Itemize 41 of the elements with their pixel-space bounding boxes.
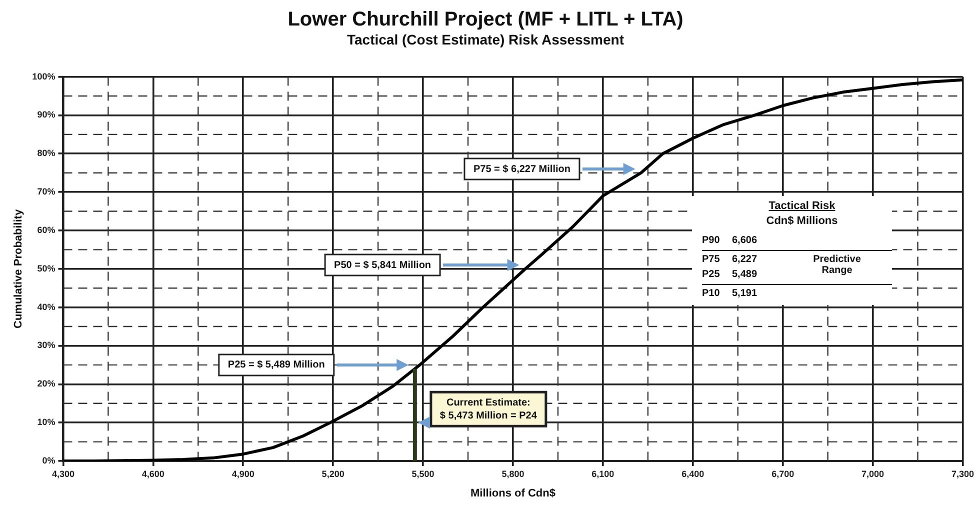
annotation: P50 = $ 5,841 Million xyxy=(334,260,432,271)
x-tick-label: 4,600 xyxy=(142,468,164,479)
x-tick-label: 4,300 xyxy=(52,468,74,479)
x-tick-label: 7,000 xyxy=(862,468,884,479)
y-tick-label: 10% xyxy=(37,417,56,428)
annotation: 6,227 xyxy=(732,250,782,265)
x-tick-label: 6,100 xyxy=(592,468,614,479)
y-tick-label: 50% xyxy=(37,263,56,274)
annotation: P10 xyxy=(702,284,732,299)
x-tick-label: 6,700 xyxy=(772,468,794,479)
x-tick-label: 7,300 xyxy=(951,468,974,479)
y-tick-label: 20% xyxy=(37,378,56,389)
y-tick-label: 80% xyxy=(37,148,56,158)
annotation: 5,191 xyxy=(732,284,782,299)
annotation: P25 xyxy=(702,269,721,280)
annotation: P25 = $ 5,489 Million xyxy=(228,360,325,371)
y-tick-label: 100% xyxy=(32,71,56,82)
annotation: Cdn$ Millions xyxy=(765,215,839,227)
y-tick-label: 60% xyxy=(37,224,56,235)
annotation: 6,606 xyxy=(732,235,758,246)
x-tick-label: 4,900 xyxy=(232,468,254,479)
annotation: Tactical Risk xyxy=(768,200,836,212)
annotation: Predictive Range xyxy=(782,250,892,280)
chart-title: Lower Churchill Project (MF + LITL + LTA) xyxy=(288,8,684,31)
ref-line-label: Current Estimate: $ 5,473 Million = P24 xyxy=(440,397,538,422)
y-tick-label: 40% xyxy=(37,302,56,312)
x-tick-label: 5,500 xyxy=(412,468,434,479)
y-tick-label: 0% xyxy=(42,455,56,466)
y-tick-label: 90% xyxy=(37,110,56,120)
annotation: P75 = $ 6,227 Million xyxy=(473,164,570,175)
annotation: P90 xyxy=(702,235,721,246)
x-axis-title: Millions of Cdn$ xyxy=(470,487,556,500)
x-tick-label: 6,400 xyxy=(682,468,704,479)
x-tick-label: 5,800 xyxy=(502,468,524,479)
annotation: 5,489 xyxy=(732,269,758,280)
y-axis-title: Cumulative Probability xyxy=(12,208,25,328)
y-tick-label: 30% xyxy=(37,340,56,350)
annotation: P75 xyxy=(702,250,732,265)
chart-subtitle: Tactical (Cost Estimate) Risk Assessment xyxy=(347,31,624,48)
x-tick-label: 5,200 xyxy=(322,468,344,479)
y-tick-label: 70% xyxy=(37,186,56,197)
